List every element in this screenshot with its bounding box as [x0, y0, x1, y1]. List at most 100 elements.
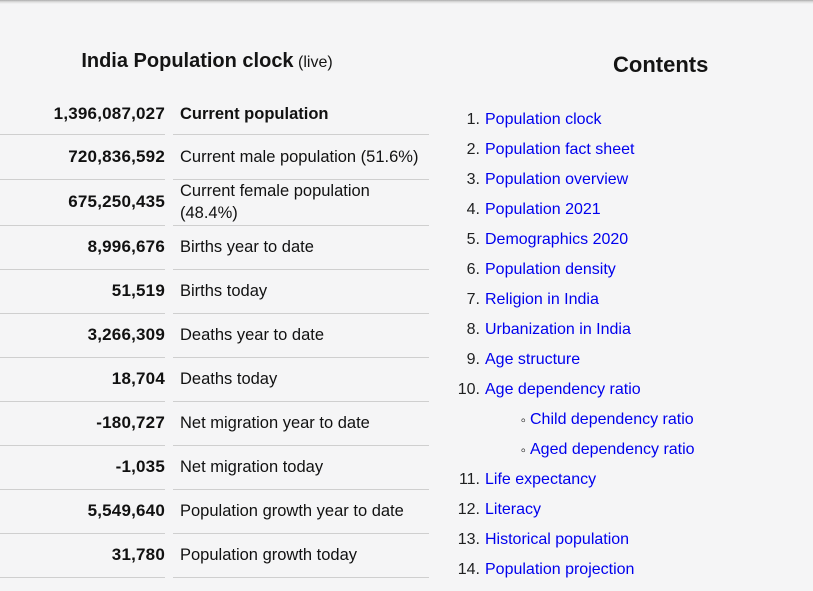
contents-link-population-projection[interactable]: Population projection: [485, 561, 635, 578]
contents-item-urbanization-in-india: 8. Urbanization in India: [430, 315, 813, 345]
clock-label: Births today: [173, 270, 429, 314]
clock-label: Net migration today: [173, 446, 429, 490]
contents-link-life-expectancy[interactable]: Life expectancy: [485, 471, 597, 488]
clock-value: 51,519: [0, 270, 165, 314]
list-number: 5.: [466, 231, 480, 248]
contents-subitem-child-dependency-ratio: ◦ Child dependency ratio: [430, 405, 813, 435]
contents-link-age-structure[interactable]: Age structure: [485, 351, 581, 368]
cell-gap: [165, 534, 173, 578]
contents-item-age-dependency-ratio: 10. Age dependency ratio: [430, 375, 813, 405]
contents-item-population-fact-sheet: 2. Population fact sheet: [430, 135, 813, 165]
cell-gap: [165, 402, 173, 446]
list-number: 10.: [457, 381, 480, 398]
list-number: 11.: [458, 471, 480, 488]
contents-link-urbanization-in-india[interactable]: Urbanization in India: [485, 321, 631, 338]
contents-item-life-expectancy: 11. Life expectancy: [430, 465, 813, 495]
clock-row-female-population: 675,250,435 Current female population (4…: [0, 180, 429, 226]
clock-label: Population growth today: [173, 534, 429, 578]
list-number: 8.: [466, 321, 480, 338]
list-number: 14.: [457, 561, 480, 578]
clock-label: Births year to date: [173, 226, 429, 270]
clock-row-growth-ytd: 5,549,640 Population growth year to date: [0, 490, 429, 534]
cell-gap: [165, 226, 173, 270]
clock-value: 3,266,309: [0, 314, 165, 358]
contents-link-historical-population[interactable]: Historical population: [485, 531, 630, 548]
clock-label: Deaths today: [173, 358, 429, 402]
contents-link-population-fact-sheet[interactable]: Population fact sheet: [485, 141, 635, 158]
clock-value: 31,780: [0, 534, 165, 578]
clock-label: Net migration year to date: [173, 402, 429, 446]
list-number: 12.: [457, 501, 480, 518]
contents-item-religion-in-india: 7. Religion in India: [430, 285, 813, 315]
clock-row-net-migration-ytd: -180,727 Net migration year to date: [0, 402, 429, 446]
list-number: 2.: [466, 141, 480, 158]
population-clock-table: 1,396,087,027 Current population 720,836…: [0, 94, 429, 578]
contents-link-demographics-2020[interactable]: Demographics 2020: [485, 231, 629, 248]
clock-value: -1,035: [0, 446, 165, 490]
clock-row-male-population: 720,836,592 Current male population (51.…: [0, 135, 429, 180]
list-number: 6.: [466, 261, 480, 278]
cell-gap: [165, 358, 173, 402]
population-clock-live-tag: (live): [298, 54, 333, 71]
page-top-edge: [0, 0, 813, 4]
clock-value: -180,727: [0, 402, 165, 446]
list-number: 9.: [466, 351, 480, 368]
clock-value: 720,836,592: [0, 135, 165, 180]
cell-gap: [165, 314, 173, 358]
contents-panel: Contents 1. Population clock 2. Populati…: [430, 0, 813, 591]
clock-value: 18,704: [0, 358, 165, 402]
contents-item-population-projection: 14. Population projection: [430, 555, 813, 585]
cell-gap: [165, 94, 173, 135]
contents-heading: Contents: [613, 52, 709, 77]
list-number: 1.: [466, 111, 480, 128]
clock-row-growth-today: 31,780 Population growth today: [0, 534, 429, 578]
clock-label: Deaths year to date: [173, 314, 429, 358]
contents-item-historical-population: 13. Historical population: [430, 525, 813, 555]
population-clock-title-text: India Population clock: [81, 50, 294, 72]
clock-label: Current female population (48.4%): [173, 180, 429, 226]
clock-label: Current male population (51.6%): [173, 135, 429, 180]
clock-row-births-ytd: 8,996,676 Births year to date: [0, 226, 429, 270]
contents-item-population-overview: 3. Population overview: [430, 165, 813, 195]
cell-gap: [165, 490, 173, 534]
clock-value: 8,996,676: [0, 226, 165, 270]
population-clock-title: India Population clock (live): [0, 50, 430, 73]
contents-link-literacy[interactable]: Literacy: [485, 501, 542, 518]
contents-item-demographics-2020: 5. Demographics 2020: [430, 225, 813, 255]
contents-link-population-density[interactable]: Population density: [485, 261, 616, 278]
contents-link-population-2021[interactable]: Population 2021: [485, 201, 601, 218]
contents-link-religion-in-india[interactable]: Religion in India: [485, 291, 599, 308]
clock-label: Population growth year to date: [173, 490, 429, 534]
contents-item-population-clock: 1. Population clock: [430, 105, 813, 135]
clock-value: 5,549,640: [0, 490, 165, 534]
circle-bullet-icon: ◦: [520, 441, 526, 459]
contents-subitem-aged-dependency-ratio: ◦ Aged dependency ratio: [430, 435, 813, 465]
contents-link-child-dependency-ratio[interactable]: Child dependency ratio: [530, 411, 694, 428]
list-number: 13.: [457, 531, 480, 548]
clock-row-current-population: 1,396,087,027 Current population: [0, 94, 429, 135]
contents-link-age-dependency-ratio[interactable]: Age dependency ratio: [485, 381, 641, 398]
contents-link-population-clock[interactable]: Population clock: [485, 111, 602, 128]
contents-item-population-density: 6. Population density: [430, 255, 813, 285]
clock-value: 675,250,435: [0, 180, 165, 226]
clock-label: Current population: [173, 94, 429, 135]
circle-bullet-icon: ◦: [520, 411, 526, 429]
contents-link-population-overview[interactable]: Population overview: [485, 171, 629, 188]
contents-item-population-2021: 4. Population 2021: [430, 195, 813, 225]
list-number: 3.: [466, 171, 480, 188]
list-number: 4.: [466, 201, 480, 218]
cell-gap: [165, 180, 173, 226]
contents-item-literacy: 12. Literacy: [430, 495, 813, 525]
clock-row-births-today: 51,519 Births today: [0, 270, 429, 314]
clock-row-net-migration-today: -1,035 Net migration today: [0, 446, 429, 490]
clock-value: 1,396,087,027: [0, 94, 165, 135]
contents-item-age-structure: 9. Age structure: [430, 345, 813, 375]
contents-list: 1. Population clock 2. Population fact s…: [430, 105, 813, 585]
cell-gap: [165, 270, 173, 314]
clock-row-deaths-today: 18,704 Deaths today: [0, 358, 429, 402]
cell-gap: [165, 135, 173, 180]
list-number: 7.: [466, 291, 480, 308]
population-clock-panel: India Population clock (live) 1,396,087,…: [0, 50, 430, 578]
cell-gap: [165, 446, 173, 490]
contents-link-aged-dependency-ratio[interactable]: Aged dependency ratio: [530, 441, 695, 458]
